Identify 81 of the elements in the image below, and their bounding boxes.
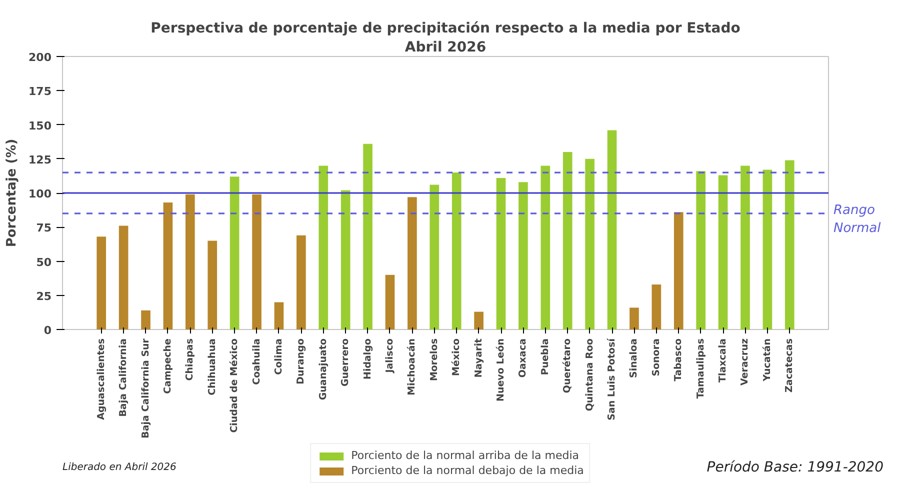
bar <box>696 171 706 330</box>
x-tick-label: Quintana Roo <box>584 338 596 412</box>
bar <box>141 310 150 330</box>
legend-label: Porciento de la normal arriba de la media <box>351 449 579 462</box>
y-tick-label: 25 <box>36 290 52 303</box>
x-tick-label: Yucatán <box>762 338 773 382</box>
x-tick-label: Oaxaca <box>518 338 529 378</box>
y-tick-label: 150 <box>28 119 52 132</box>
x-tick-label: San Luis Potosí <box>606 338 618 420</box>
bar <box>208 240 218 330</box>
y-tick-label: 125 <box>28 153 52 166</box>
bar <box>630 308 639 330</box>
bar <box>363 144 372 330</box>
bar <box>540 166 550 330</box>
y-tick-label: 200 <box>28 51 52 64</box>
bar <box>762 170 772 330</box>
bar <box>740 166 750 330</box>
bar <box>230 176 240 330</box>
x-tick-label: Nuevo León <box>496 338 507 402</box>
bar <box>652 284 662 330</box>
text: Liberado en Abril 2026 <box>62 462 176 473</box>
ref-line-label: Rango Normal <box>834 202 882 236</box>
y-axis-title: Porcentaje (%) <box>4 138 20 248</box>
bar <box>718 175 728 330</box>
bar <box>163 202 173 330</box>
x-tick-label: Michoacán <box>406 338 418 396</box>
x-tick-label: Puebla <box>540 338 551 376</box>
x-tick-label: Aguascalientes <box>96 338 107 420</box>
legend-label: Porciento de la normal debajo de la media <box>351 464 584 477</box>
bar <box>474 312 484 330</box>
bar <box>408 197 417 330</box>
chart-title: Perspectiva de porcentaje de precipitación respecto a la media por Estado <box>150 20 741 36</box>
bar <box>296 235 306 330</box>
x-tick-label: Tabasco <box>673 338 684 382</box>
x-tick-label: Chiapas <box>184 338 196 381</box>
y-tick-label: 50 <box>36 256 52 269</box>
x-tick-label: Durango <box>296 338 307 384</box>
bar <box>784 160 794 330</box>
x-tick-label: Zacatecas <box>784 338 796 393</box>
bar <box>452 172 462 330</box>
text: Período Base: 1991-2020 <box>706 460 884 476</box>
x-tick-label: Sinaloa <box>628 338 640 378</box>
bar <box>674 212 684 330</box>
y-tick-label: 175 <box>28 85 52 98</box>
x-tick-label: Chihuahua <box>206 338 218 396</box>
x-tick-label: Colima <box>273 338 284 375</box>
bar <box>252 194 262 330</box>
bar <box>274 302 284 330</box>
bar <box>96 236 106 330</box>
x-tick-label: Coahuila <box>251 338 262 385</box>
x-tick-label: Baja California Sur <box>140 338 152 438</box>
y-tick-label: 100 <box>28 188 52 200</box>
x-tick-label: Hidalgo <box>362 338 374 380</box>
x-tick-label: Ciudad de México <box>229 338 240 433</box>
bar <box>607 130 617 330</box>
bar <box>562 152 572 330</box>
bar <box>318 166 328 330</box>
chart-subtitle: Abril 2026 <box>404 40 486 56</box>
bar <box>186 194 195 330</box>
bar <box>518 182 528 330</box>
x-tick-label: Guanajuato <box>318 338 329 400</box>
x-tick-label: Tamaulipas <box>695 338 706 399</box>
bar <box>340 190 350 330</box>
x-tick-label: Guerrero <box>340 338 352 387</box>
bar <box>385 274 395 330</box>
bar <box>430 184 440 330</box>
x-tick-label: Nayarit <box>473 338 484 378</box>
x-tick-label: Jalisco <box>384 338 396 374</box>
x-tick-label: México <box>451 338 462 376</box>
x-tick-label: Querétaro <box>562 338 574 394</box>
x-tick-label: Baja California <box>118 338 130 417</box>
x-tick-label: Campeche <box>162 338 174 394</box>
bar <box>118 226 128 330</box>
x-tick-label: Tlaxcala <box>718 338 729 382</box>
y-tick-label: 75 <box>36 222 52 235</box>
bar <box>496 178 506 330</box>
x-tick-label: Sonora <box>650 338 662 376</box>
y-tick-label: 0 <box>44 324 52 337</box>
bar <box>585 158 594 330</box>
x-tick-label: Veracruz <box>740 338 751 386</box>
x-tick-label: Morelos <box>428 338 440 382</box>
